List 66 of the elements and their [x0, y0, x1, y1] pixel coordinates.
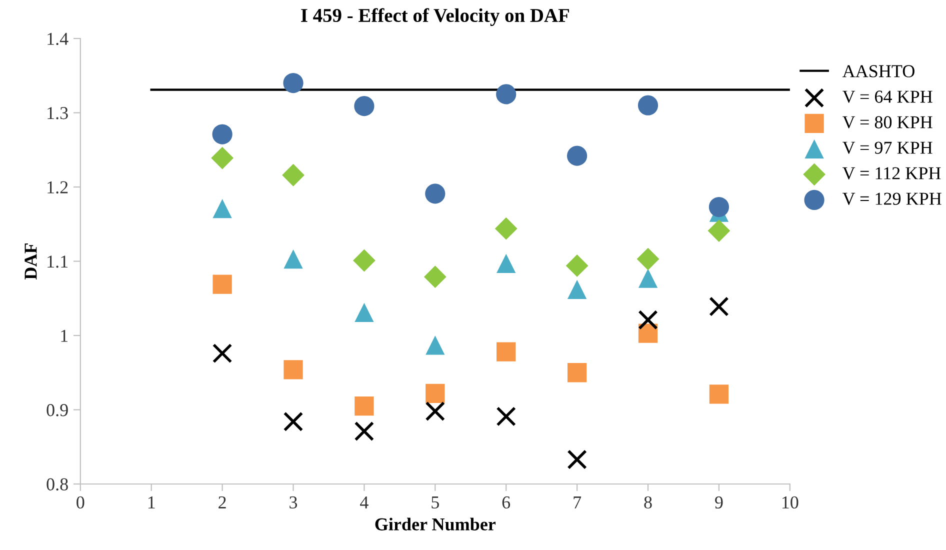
- point: [636, 248, 660, 270]
- point: [212, 274, 232, 294]
- point: [496, 342, 516, 362]
- point: [496, 406, 516, 426]
- x-tick-label: 1: [148, 496, 155, 508]
- point: [284, 249, 303, 269]
- legend-label: V = 80 KPH: [842, 116, 932, 128]
- y-tick-label: 1.2: [48, 181, 68, 194]
- point: [424, 266, 446, 288]
- point: [708, 196, 730, 218]
- x-axis-title: Girder Number: [375, 518, 496, 530]
- y-tick-label: 1: [61, 330, 68, 342]
- legend-label: AASHTO: [842, 65, 914, 78]
- point: [212, 124, 232, 144]
- point: [638, 324, 658, 343]
- point: [354, 302, 374, 322]
- x-tick-label: 10: [782, 496, 798, 509]
- point: [282, 164, 304, 186]
- point: [496, 84, 516, 104]
- point: [425, 401, 446, 422]
- point: [212, 343, 232, 364]
- legend-label: V = 129 KPH: [842, 192, 942, 205]
- x-tick-label: 8: [644, 496, 652, 509]
- point: [425, 184, 446, 204]
- point: [212, 198, 232, 218]
- point: [638, 310, 658, 330]
- point: [354, 396, 374, 416]
- chart-title: I 459 - Effect of Velocity on DAF: [301, 8, 569, 26]
- point: [354, 96, 374, 116]
- point: [567, 450, 587, 470]
- point: [426, 384, 445, 403]
- point: [284, 360, 303, 380]
- x-tick-label: 3: [290, 496, 298, 509]
- point: [354, 421, 374, 442]
- x-tick-label: 4: [360, 496, 368, 508]
- x-tick-label: 0: [76, 496, 84, 509]
- point: [283, 412, 304, 432]
- point: [708, 220, 730, 242]
- point: [566, 146, 588, 166]
- point: [638, 95, 658, 116]
- point: [426, 336, 445, 355]
- point: [567, 280, 587, 300]
- legend-label: V = 97 KPH: [842, 142, 932, 154]
- point: [638, 268, 658, 288]
- legend-label: V = 64 KPH: [842, 90, 932, 103]
- y-tick-label: 0.8: [46, 478, 68, 491]
- point: [496, 254, 516, 274]
- point: [211, 146, 234, 170]
- x-tick-label: 5: [432, 496, 439, 509]
- y-tick-label: 0.9: [46, 404, 68, 416]
- y-axis-title: DAF: [24, 244, 37, 280]
- point: [709, 296, 729, 316]
- x-tick-label: 6: [502, 496, 510, 509]
- legend-label: V = 112 KPH: [842, 167, 941, 180]
- x-tick-label: 7: [574, 496, 582, 508]
- point: [353, 249, 376, 272]
- y-tick-label: 1.3: [48, 107, 68, 120]
- point: [709, 384, 729, 404]
- point: [494, 217, 518, 240]
- point: [566, 254, 588, 277]
- x-tick-label: 9: [715, 496, 723, 509]
- x-tick-label: 2: [218, 496, 226, 508]
- point: [283, 72, 304, 94]
- point: [567, 363, 587, 382]
- y-tick-label: 1.4: [48, 32, 68, 46]
- y-tick-label: 1.1: [48, 256, 68, 268]
